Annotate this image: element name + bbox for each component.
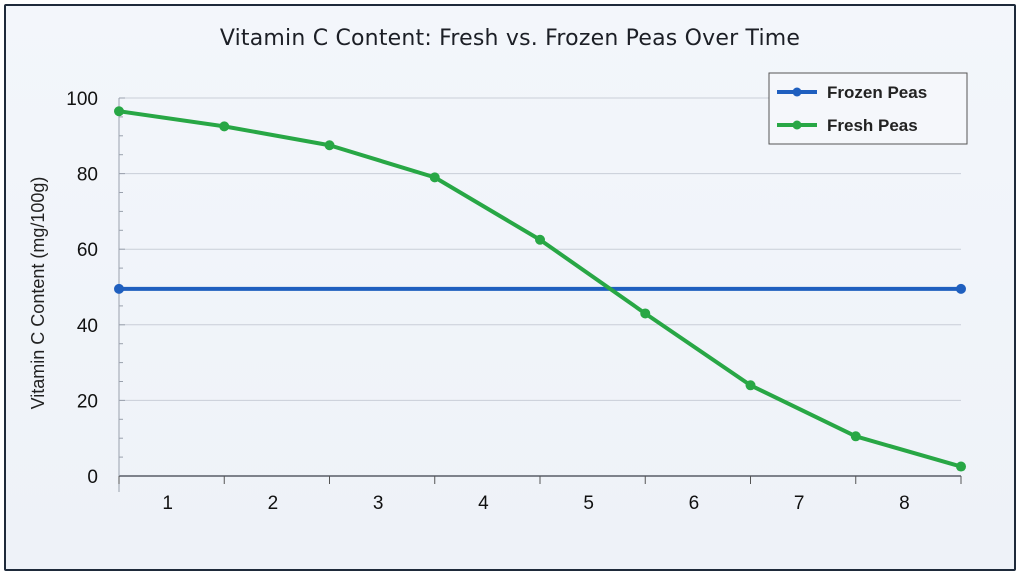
data-point-fresh-peas-3 bbox=[324, 140, 335, 151]
data-point-fresh-peas-8 bbox=[850, 431, 861, 442]
x-tick-label-4: 4 bbox=[478, 493, 489, 514]
data-point-fresh-peas-6 bbox=[640, 308, 651, 319]
data-point-frozen-peas-2 bbox=[956, 283, 966, 294]
data-point-fresh-peas-1 bbox=[114, 106, 124, 117]
legend: Frozen Peas Fresh Peas bbox=[768, 72, 968, 145]
x-tick-label-3: 3 bbox=[373, 493, 384, 514]
y-tick-label-0: 0 bbox=[87, 467, 98, 488]
data-point-fresh-peas-9 bbox=[956, 461, 966, 472]
y-tick-label-60: 60 bbox=[77, 240, 98, 261]
x-tick-label-5: 5 bbox=[583, 493, 594, 514]
x-tick-label-2: 2 bbox=[268, 493, 279, 514]
axes-layer: 0 20 40 60 80 100 1 2 3 4 5 6 7 8 Vitamin C Content (m… bbox=[28, 89, 962, 514]
legend-marker-fresh-peas bbox=[792, 120, 802, 130]
chart-title: Vitamin C Content: Fresh vs. Frozen Peas… bbox=[219, 26, 801, 51]
data-point-frozen-peas-1 bbox=[114, 283, 124, 294]
legend-label-fresh-peas: Fresh Peas bbox=[827, 116, 918, 135]
data-point-fresh-peas-2 bbox=[219, 121, 230, 132]
legend-marker-frozen-peas bbox=[792, 87, 802, 97]
x-tick-label-7: 7 bbox=[794, 493, 805, 514]
data-point-fresh-peas-7 bbox=[745, 380, 756, 391]
y-tick-label-80: 80 bbox=[77, 165, 98, 186]
grid-layer bbox=[119, 97, 961, 401]
y-tick-label-100: 100 bbox=[66, 89, 98, 110]
chart-frame: Vitamin C Content: Fresh vs. Frozen Peas… bbox=[4, 4, 1016, 571]
y-tick-label-20: 20 bbox=[77, 391, 98, 412]
line-chart: 0 20 40 60 80 100 1 2 3 4 5 6 7 8 Vitamin C Content (m… bbox=[28, 72, 968, 514]
data-point-fresh-peas-5 bbox=[535, 234, 545, 245]
y-tick-label-40: 40 bbox=[77, 316, 98, 337]
y-axis-title: Vitamin C Content (mg/100g) bbox=[28, 177, 48, 410]
series-layer bbox=[114, 106, 966, 472]
x-tick-label-1: 1 bbox=[162, 493, 173, 514]
x-tick-label-8: 8 bbox=[899, 493, 910, 514]
legend-label-frozen-peas: Frozen Peas bbox=[827, 83, 927, 102]
legend-box bbox=[768, 72, 968, 145]
data-point-fresh-peas-4 bbox=[429, 172, 440, 183]
x-tick-label-6: 6 bbox=[689, 493, 700, 514]
